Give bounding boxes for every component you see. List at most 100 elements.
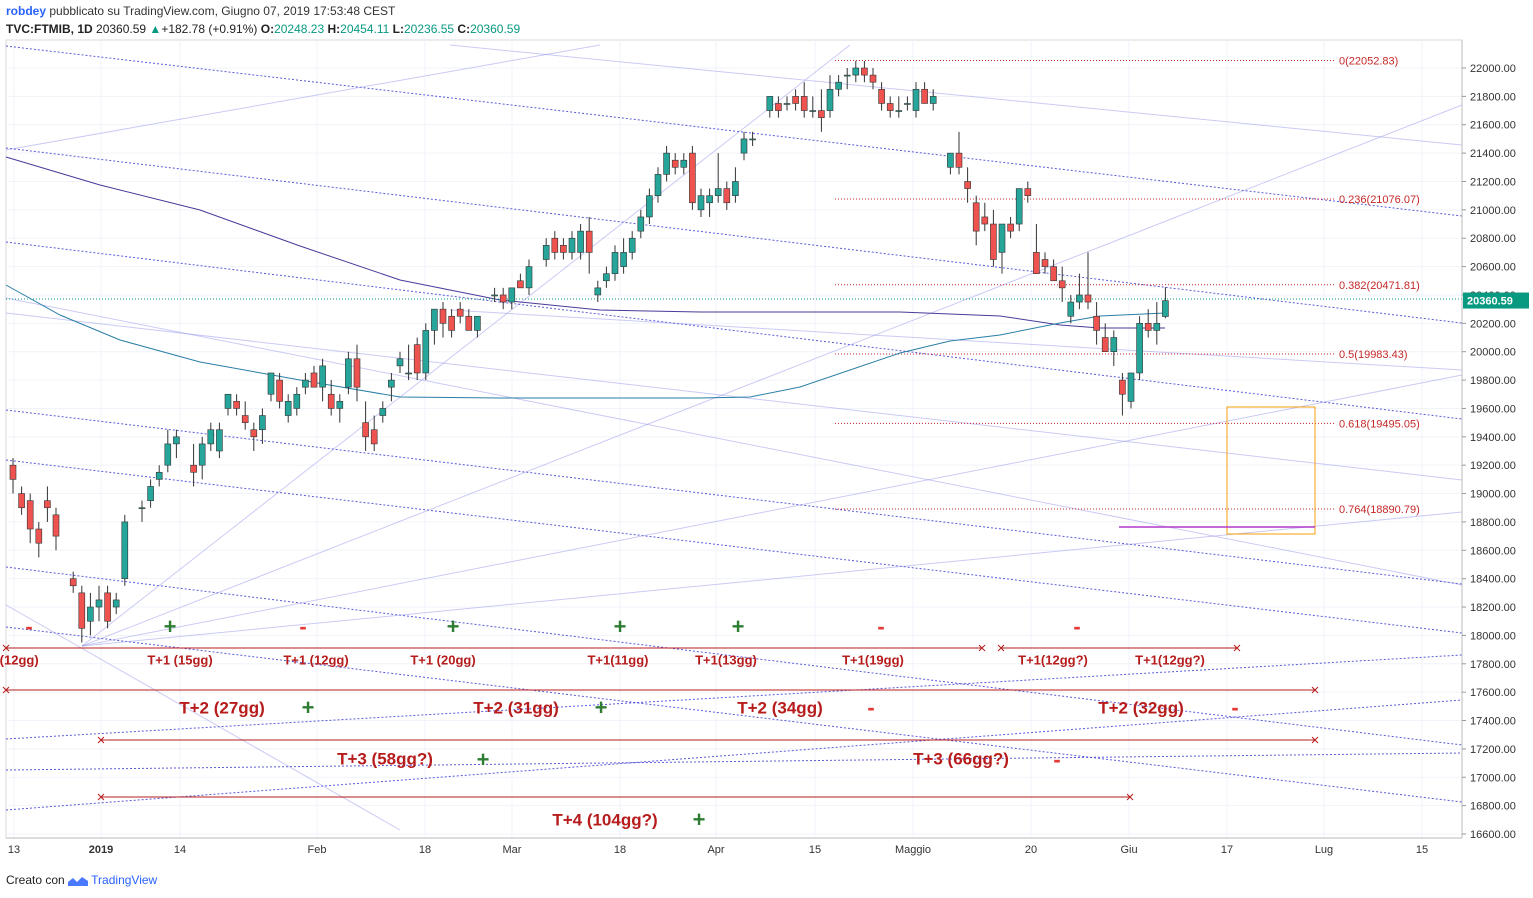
candle-down [972, 195, 980, 246]
price-tick-label: 20800.00 [1470, 233, 1516, 245]
candle-up [1076, 273, 1083, 310]
candle-body [1084, 294, 1092, 303]
cycle-marker [2, 644, 10, 652]
target-box [1226, 406, 1316, 535]
author-name[interactable]: robdey [6, 4, 47, 18]
price-tick-label: 20600.00 [1470, 262, 1516, 274]
minus-sign: - [25, 614, 32, 639]
candle-down [1033, 224, 1040, 274]
cycle-label: T+1 (20gg) [410, 652, 475, 667]
candle-body [276, 379, 283, 402]
candle-body [1050, 266, 1057, 282]
cycle-marker [2, 686, 10, 694]
price-tick-label: 19600.00 [1470, 403, 1516, 415]
candle-body [955, 152, 963, 168]
candle-down [310, 365, 318, 388]
candle-up [336, 394, 344, 423]
high-label: H: [327, 22, 341, 36]
candle-body [310, 372, 318, 388]
candle-body [628, 237, 636, 253]
price-tick-label: 17800.00 [1470, 659, 1516, 671]
time-tick-label: 14 [174, 844, 186, 856]
cycle-marker [1311, 686, 1319, 694]
candle-body [1007, 223, 1014, 232]
candle-down [190, 443, 197, 487]
candle-body [929, 96, 937, 104]
candle-down [723, 181, 731, 210]
candle-body [646, 195, 653, 218]
candle-up [112, 592, 120, 615]
plus-sign: + [595, 695, 608, 720]
price-tick-label: 21600.00 [1470, 120, 1516, 132]
candle-up [835, 75, 842, 97]
candle-body [431, 308, 438, 331]
price-chart[interactable]: 0(22052.83) 0.236(21076.07) 0.382(20471.81… [0, 0, 1533, 870]
candle-down [560, 238, 567, 260]
candle-body [1162, 300, 1169, 317]
price-tick-label: 17400.00 [1470, 716, 1516, 728]
candle-body [835, 81, 842, 90]
time-tick-label: Lug [1315, 844, 1333, 856]
candle-down [104, 585, 111, 629]
cycle-marker [1126, 793, 1134, 801]
price-tick-label: 17600.00 [1470, 687, 1516, 699]
candle-up [302, 372, 309, 395]
last-price-badge-label: 20360.59 [1467, 296, 1513, 308]
candle-body [259, 415, 266, 431]
cycle-label: T+1 (15gg) [147, 652, 212, 667]
candle-body [69, 578, 77, 587]
candle-up [396, 351, 404, 373]
candle-body [155, 471, 163, 480]
candle-body [577, 230, 584, 253]
candle-up [732, 167, 739, 203]
time-tick-label: Maggio [895, 844, 931, 856]
minus-sign: - [299, 614, 306, 639]
time-axis[interactable]: 13 2019 14 Feb 18 Mar 18 Apr 15 Maggio 20 Giu 17 Lug 1… [6, 837, 1462, 856]
candles[interactable] [9, 60, 1169, 643]
symbol-label: TVC:FTMIB, 1D [6, 22, 93, 36]
tradingview-logo-icon [68, 876, 89, 886]
candle-body [723, 188, 731, 204]
candle-body [422, 330, 430, 374]
candle-body [947, 152, 954, 168]
candle-body [1067, 301, 1075, 317]
price-axis[interactable]: 16600.00 16800.00 17000.00 17200.00 17400.00… [1461, 40, 1529, 841]
candle-body [800, 96, 808, 111]
candle-down [456, 302, 464, 324]
cycle-label: T+1(12gg?) [1018, 652, 1088, 667]
candle-up [998, 223, 1006, 274]
price-tick-label: 16600.00 [1470, 829, 1516, 841]
candle-up [594, 280, 602, 303]
price-tick-label: 19200.00 [1470, 460, 1516, 472]
trendline-thin [5, 604, 401, 831]
high-value: 20454.11 [340, 22, 390, 36]
candle-down [35, 521, 43, 558]
candle-body [904, 103, 911, 105]
trendline-dotted [5, 241, 1463, 420]
candle-down [370, 415, 378, 451]
candle-body [26, 500, 34, 530]
candle-down [990, 209, 997, 267]
candle-up [783, 96, 791, 111]
candle-down [233, 394, 240, 416]
candle-up [568, 231, 576, 260]
candle-body [456, 308, 464, 317]
candle-body [766, 96, 774, 111]
candle-up [207, 422, 215, 451]
candle-body [818, 110, 825, 118]
candle-body [706, 195, 713, 204]
candle-up [680, 153, 688, 175]
candle-body [843, 74, 851, 77]
candle-body [1024, 188, 1032, 196]
cycle-label: T+2 (27gg) [179, 699, 265, 718]
candle-body [740, 138, 748, 154]
fib-label: 0(22052.83) [1339, 56, 1398, 68]
footer-brand[interactable]: TradingView [91, 873, 158, 887]
candle-up [345, 351, 352, 395]
candle-up [95, 585, 103, 622]
candle-body [216, 429, 223, 452]
candle-body [732, 181, 739, 196]
candle-down [250, 422, 258, 451]
candle-down [327, 380, 335, 416]
candle-up [259, 408, 266, 444]
